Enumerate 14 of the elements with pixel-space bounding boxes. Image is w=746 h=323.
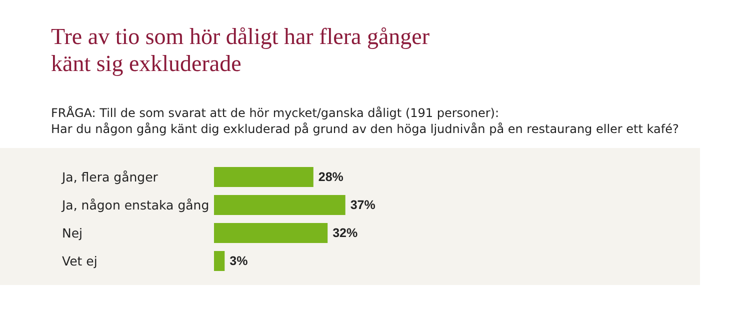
data-label: 3% — [230, 254, 248, 268]
y-tick-label: Ja, flera gånger — [61, 170, 159, 184]
bar — [214, 223, 328, 243]
data-label: 37% — [350, 198, 376, 212]
chart-title: Tre av tio som hör dåligt har flera gånger känt sig exkluderade — [51, 24, 430, 76]
bar — [214, 251, 225, 271]
bar — [214, 167, 314, 187]
y-tick-label: Nej — [62, 226, 83, 240]
bar — [214, 195, 346, 215]
y-tick-label: Ja, någon enstaka gång — [61, 198, 210, 212]
data-label: 32% — [332, 226, 358, 240]
data-label: 28% — [318, 170, 344, 184]
y-tick-label: Vet ej — [62, 254, 98, 268]
chart-subtitle: FRÅGA: Till de som svarat att de hör mycket/ganska dåligt (191 personer): Har du någon gång känt dig exkluderad på grund av den höga ljudnivån på en restaurang eller ett kafé? — [51, 105, 679, 136]
